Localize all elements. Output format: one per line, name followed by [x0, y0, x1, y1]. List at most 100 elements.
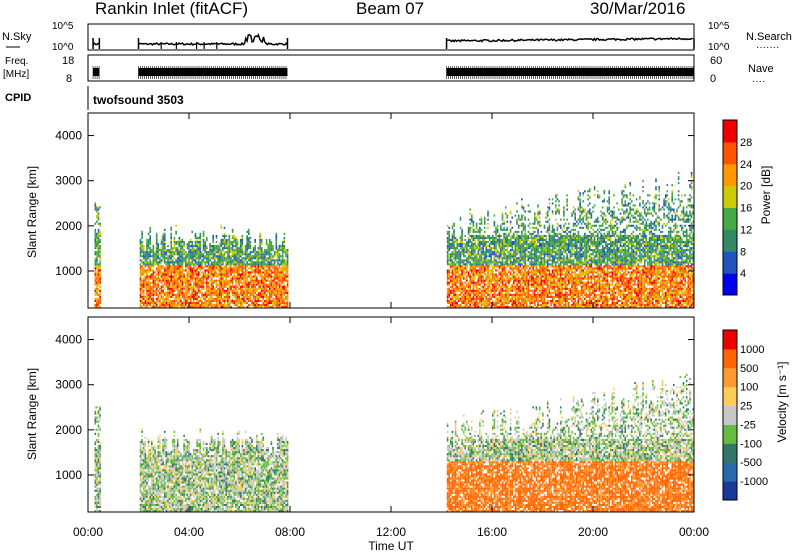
heat-cell [259, 273, 261, 276]
heat-cell [283, 269, 286, 272]
heat-cell [519, 273, 522, 276]
heat-cell [504, 259, 507, 262]
heat-cell [516, 303, 518, 306]
heat-cell [275, 247, 278, 250]
heat-cell [482, 245, 484, 248]
heat-cell [283, 285, 286, 288]
heat-cell [527, 243, 530, 246]
heat-cell [277, 289, 279, 292]
heat-cell [141, 281, 143, 284]
heat-cell [480, 218, 483, 221]
heat-cell [500, 285, 502, 288]
heat-cell [501, 228, 504, 231]
heat-cell [467, 232, 470, 235]
heat-cell [272, 265, 274, 268]
heat-cell [286, 293, 289, 296]
heat-cell [472, 295, 475, 298]
heat-cell [504, 291, 507, 294]
heat-cell [180, 273, 182, 276]
heat-cell [149, 297, 151, 300]
heat-cell [223, 238, 226, 241]
heat-cell [511, 234, 513, 237]
heat-cell [461, 289, 463, 292]
heat-cell [453, 253, 455, 256]
heat-cell [173, 281, 176, 284]
heat-cell [469, 247, 471, 250]
heat-cell [186, 287, 189, 290]
heat-cell [471, 251, 473, 254]
heat-cell [162, 271, 164, 274]
heat-cell [154, 253, 156, 256]
heat-cell [532, 289, 534, 292]
heat-cell [144, 265, 147, 268]
heat-cell [172, 283, 174, 286]
heat-cell [262, 257, 265, 260]
heat-cell [155, 243, 158, 246]
heat-cell [165, 273, 168, 276]
heat-cell [235, 267, 237, 270]
heat-cell [235, 265, 237, 268]
heat-cell [483, 245, 486, 248]
heat-cell [482, 291, 484, 294]
heat-cell [222, 238, 224, 241]
heat-cell [527, 297, 530, 300]
heat-cell [94, 208, 97, 211]
heat-cell [155, 291, 158, 294]
heat-cell [142, 285, 145, 288]
heat-cell [181, 273, 184, 276]
heat-cell [461, 269, 463, 272]
heat-cell [230, 299, 232, 302]
heat-cell [496, 243, 499, 246]
heat-cell [218, 245, 221, 248]
heat-cell [493, 259, 496, 262]
heat-cell [180, 249, 182, 252]
heat-cell [167, 261, 169, 264]
heat-cell [493, 273, 496, 276]
heat-cell [496, 277, 499, 280]
heat-cell [464, 301, 467, 304]
heat-cell [149, 228, 151, 231]
heat-cell [524, 297, 526, 300]
heat-cell [277, 253, 279, 256]
heat-cell [508, 283, 510, 286]
heat-cell [269, 257, 271, 260]
nave-tick-bottom: 0 [710, 73, 716, 85]
heat-cell [212, 306, 214, 309]
heat-cell [257, 306, 260, 309]
heat-cell [534, 234, 536, 237]
heat-cell [472, 279, 475, 282]
heat-cell [469, 212, 471, 215]
heat-cell [220, 263, 223, 266]
heat-cell [94, 289, 97, 292]
heat-cell [519, 255, 522, 258]
heat-cell [254, 306, 256, 309]
heat-cell [462, 263, 465, 266]
heat-cell [474, 297, 476, 300]
heat-cell [159, 306, 161, 309]
heat-cell [277, 283, 279, 286]
heat-cell [157, 263, 160, 266]
heat-cell [256, 287, 258, 290]
heat-cell [147, 275, 150, 278]
heat-cell [278, 259, 281, 262]
heat-cell [477, 247, 480, 250]
heat-cell [483, 236, 486, 239]
heat-cell [238, 261, 240, 264]
heat-cell [139, 297, 142, 300]
heat-cell [218, 271, 221, 274]
heat-cell [503, 222, 505, 225]
heat-cell [521, 283, 523, 286]
heat-cell [469, 293, 471, 296]
freq-band [93, 68, 100, 76]
heat-cell [471, 245, 473, 248]
heat-cell [479, 279, 481, 282]
heat-cell [142, 301, 145, 304]
heat-cell [97, 306, 100, 309]
heat-cell [504, 269, 507, 272]
noise-frame [87, 23, 695, 51]
heat-cell [456, 241, 458, 244]
heat-cell [142, 297, 145, 300]
heat-cell [139, 293, 142, 296]
heat-cell [488, 253, 491, 256]
heat-cell [454, 251, 457, 254]
